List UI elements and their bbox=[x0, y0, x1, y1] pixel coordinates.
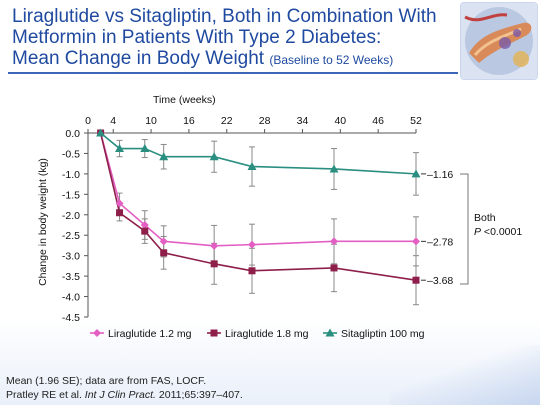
significance-p-value: P <0.0001 bbox=[474, 226, 522, 238]
legend-label: Liraglutide 1.8 mg bbox=[225, 328, 309, 340]
title-line-3-main: Mean Change in Body Weight bbox=[12, 48, 265, 69]
series-lines bbox=[99, 132, 417, 281]
square-marker bbox=[330, 264, 338, 272]
diamond-marker bbox=[330, 237, 338, 246]
y-axis-title: Change in body weight (kg) bbox=[37, 158, 49, 286]
significance-line-1: Both bbox=[474, 212, 496, 224]
p-symbol: P bbox=[474, 226, 481, 238]
y-tick-label: 0.0 bbox=[65, 128, 80, 140]
triangle-marker bbox=[115, 144, 125, 153]
series-line bbox=[100, 132, 417, 175]
title-line-3: Mean Change in Body Weight (Baseline to … bbox=[12, 48, 452, 71]
x-tick-label: 28 bbox=[259, 115, 271, 127]
triangle-marker bbox=[411, 169, 421, 178]
triangle-marker bbox=[247, 162, 257, 171]
footer-notes: Mean (1.96 SE); data are from FAS, LOCF.… bbox=[6, 374, 243, 402]
title-divider bbox=[8, 72, 458, 74]
square-marker bbox=[141, 227, 149, 235]
x-axis-title: Time (weeks) bbox=[153, 94, 216, 106]
chart-axes: 0 4 10 16 22 28 34 40 46 52 0.0 -0.5 -1.0 -1.5 -2.0 -2.… bbox=[62, 115, 422, 324]
x-tick-label: 16 bbox=[183, 115, 195, 127]
citation-journal: Int J Clin Pract. bbox=[84, 389, 156, 401]
p-text: <0.0001 bbox=[481, 226, 522, 238]
end-value-labels: –2.78 –3.68 –1.16 bbox=[421, 169, 453, 287]
x-tick-label: 52 bbox=[410, 115, 422, 127]
triangle-marker bbox=[140, 144, 150, 153]
y-tick-label: -0.5 bbox=[62, 148, 80, 160]
title-line-1: Liraglutide vs Sitagliptin, Both in Comb… bbox=[12, 6, 437, 27]
title-subnote: (Baseline to 52 Weeks) bbox=[269, 53, 394, 67]
x-tick-label: 46 bbox=[372, 115, 384, 127]
y-tick-label: -4.0 bbox=[62, 292, 80, 304]
x-tick-label: 40 bbox=[334, 115, 346, 127]
citation-details: 2011;65:397–407. bbox=[155, 389, 243, 401]
x-tick-label: 4 bbox=[110, 115, 116, 127]
legend: Liraglutide 1.2 mg Liraglutide 1.8 mg Sita… bbox=[90, 328, 425, 340]
series-line bbox=[99, 132, 416, 247]
series-line bbox=[99, 132, 417, 281]
y-tick-label: -3.0 bbox=[62, 251, 80, 263]
triangle-marker bbox=[329, 164, 339, 173]
y-tick-label: -2.0 bbox=[62, 210, 80, 222]
diamond-marker bbox=[412, 237, 420, 246]
triangle-marker bbox=[96, 128, 106, 137]
square-marker bbox=[210, 329, 218, 337]
slide-title: Liraglutide vs Sitagliptin, Both in Comb… bbox=[12, 6, 452, 71]
square-marker bbox=[116, 209, 124, 217]
diamond-marker bbox=[159, 237, 168, 246]
y-tick-label: -2.5 bbox=[62, 230, 80, 242]
significance-bracket: Both P <0.0001 bbox=[460, 173, 522, 285]
significance-bracket-line bbox=[460, 173, 469, 285]
legend-label: Sitagliptin 100 mg bbox=[341, 328, 425, 340]
end-value-label: –3.68 bbox=[427, 275, 453, 287]
x-tick-label: 0 bbox=[85, 115, 91, 127]
pancreas-illustration-icon bbox=[460, 2, 538, 80]
x-tick-label: 22 bbox=[221, 115, 233, 127]
square-marker bbox=[412, 276, 420, 284]
square-marker bbox=[210, 260, 218, 268]
x-tick-label: 34 bbox=[297, 115, 309, 127]
title-line-2: Metformin in Patients With Type 2 Diabet… bbox=[12, 27, 382, 48]
end-value-label: –1.16 bbox=[427, 169, 453, 181]
footnote: Mean (1.96 SE); data are from FAS, LOCF. bbox=[6, 375, 207, 387]
citation: Pratley RE et al. Int J Clin Pract. 2011… bbox=[6, 388, 243, 402]
error-bars bbox=[116, 139, 419, 306]
diamond-marker bbox=[248, 240, 256, 249]
y-tick-label: -1.5 bbox=[62, 189, 80, 201]
y-tick-label: -3.5 bbox=[62, 271, 80, 283]
triangle-marker bbox=[325, 328, 335, 337]
legend-label: Liraglutide 1.2 mg bbox=[108, 328, 192, 340]
diamond-marker bbox=[115, 199, 124, 208]
x-tick-label: 10 bbox=[145, 115, 157, 127]
citation-authors: Pratley RE et al. bbox=[6, 389, 85, 401]
triangle-marker bbox=[159, 152, 169, 161]
y-tick-label: -4.5 bbox=[62, 312, 80, 324]
square-marker bbox=[160, 249, 168, 257]
diamond-marker bbox=[140, 221, 149, 229]
diamond-marker bbox=[210, 241, 219, 250]
y-tick-label: -1.0 bbox=[62, 169, 80, 181]
diamond-marker bbox=[93, 329, 101, 337]
end-value-label: –2.78 bbox=[427, 236, 453, 248]
series-markers bbox=[96, 128, 421, 284]
square-marker bbox=[248, 267, 256, 275]
corner-decoration bbox=[390, 345, 540, 405]
triangle-marker bbox=[209, 152, 219, 161]
